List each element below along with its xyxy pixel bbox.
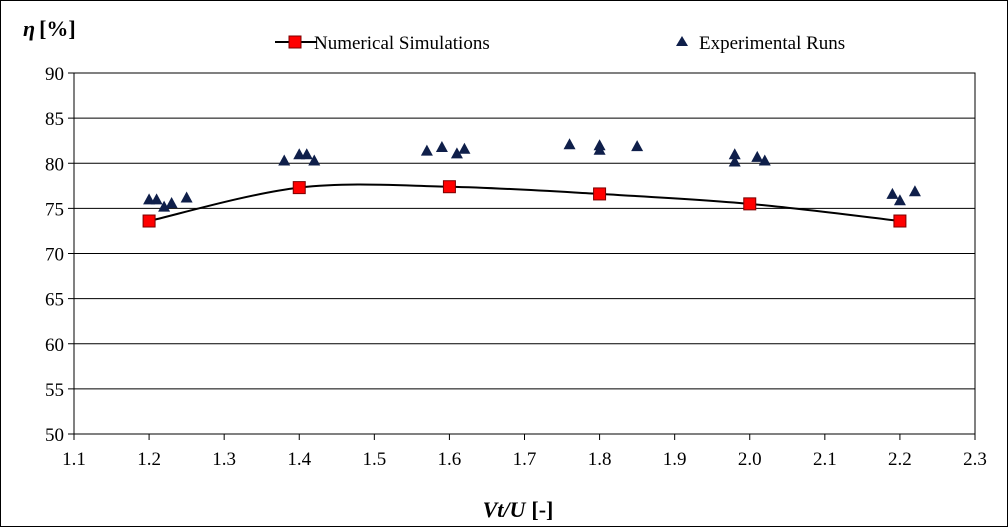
marker-experimental-4: [180, 191, 193, 203]
x-tick-label-1.7: 1.7: [513, 449, 537, 470]
marker-experimental-21: [886, 187, 899, 199]
marker-experimental-10: [435, 141, 448, 153]
marker-numerical-2: [442, 180, 456, 194]
y-tick-label-55: 55: [45, 380, 64, 401]
marker-experimental-6: [293, 148, 306, 160]
x-axis-ticks: 1.1 1.2 1.3 1.4 1.5 1.6 1.7 1.8 1.9 2.0 2.1 2.2 2.3: [62, 434, 987, 470]
marker-numerical-0: [142, 214, 156, 228]
marker-numerical-3: [593, 187, 607, 201]
x-tick-label-2.3: 2.3: [963, 449, 987, 470]
x-tick-label-1.4: 1.4: [287, 449, 311, 470]
legend-label-numerical: Numerical Simulations: [314, 33, 490, 54]
y-tick-label-80: 80: [45, 154, 64, 175]
x-tick-label-2.0: 2.0: [738, 449, 762, 470]
marker-experimental-7: [300, 148, 313, 160]
x-tick-label-1.5: 1.5: [362, 449, 386, 470]
legend-label-experimental: Experimental Runs: [699, 33, 845, 54]
marker-experimental-0: [143, 193, 156, 205]
x-tick-label-1.1: 1.1: [62, 449, 86, 470]
legend-marker-square: [288, 35, 302, 49]
marker-experimental-3: [165, 196, 178, 208]
x-tick-label-1.9: 1.9: [663, 449, 687, 470]
gridlines: [74, 72, 975, 435]
marker-experimental-11: [450, 147, 463, 159]
x-tick-label-1.8: 1.8: [588, 449, 612, 470]
marker-experimental-19: [751, 150, 764, 162]
y-tick-label-50: 50: [45, 425, 64, 446]
x-axis-title-variable: Vt/U: [483, 497, 527, 522]
marker-experimental-18: [728, 155, 741, 167]
x-tick-label-1.6: 1.6: [438, 449, 462, 470]
x-axis-title-unit: [-]: [531, 497, 553, 522]
marker-experimental-5: [278, 154, 291, 166]
marker-experimental-8: [308, 154, 321, 166]
marker-experimental-1: [150, 193, 163, 205]
y-tick-label-70: 70: [45, 245, 64, 266]
y-axis-title-unit: [%]: [39, 16, 76, 41]
marker-experimental-9: [420, 144, 433, 156]
marker-experimental-15: [593, 143, 606, 155]
x-axis-title: Vt/U [-]: [483, 497, 554, 522]
series-layer: [142, 138, 921, 228]
marker-experimental-22: [893, 194, 906, 206]
x-tick-label-2.1: 2.1: [813, 449, 837, 470]
marker-experimental-13: [563, 138, 576, 150]
y-tick-label-90: 90: [45, 64, 64, 85]
x-tick-label-2.2: 2.2: [888, 449, 912, 470]
series-line-numerical-simulations: [148, 183, 901, 223]
y-tick-label-75: 75: [45, 199, 64, 220]
marker-experimental-17: [728, 148, 741, 160]
y-tick-label-85: 85: [45, 109, 64, 130]
marker-numerical-1: [292, 181, 306, 195]
marker-numerical-5: [893, 214, 907, 228]
legend-marker-triangle: [676, 36, 688, 46]
y-axis-title: η [%]: [23, 16, 76, 41]
marker-experimental-23: [908, 185, 921, 197]
x-tick-label-1.2: 1.2: [137, 449, 161, 470]
marker-numerical-4: [743, 197, 757, 211]
marker-experimental-20: [758, 154, 771, 166]
marker-experimental-12: [458, 142, 471, 154]
marker-experimental-2: [158, 200, 171, 212]
y-axis-title-symbol: η: [23, 16, 35, 41]
y-axis-ticks: 50 55 60 65 70 75 80 85 90: [45, 64, 74, 446]
marker-experimental-16: [631, 140, 644, 152]
x-tick-label-1.3: 1.3: [212, 449, 236, 470]
y-tick-label-65: 65: [45, 290, 64, 311]
y-tick-label-60: 60: [45, 335, 64, 356]
legend: Numerical Simulations Experimental Runs: [275, 33, 845, 54]
